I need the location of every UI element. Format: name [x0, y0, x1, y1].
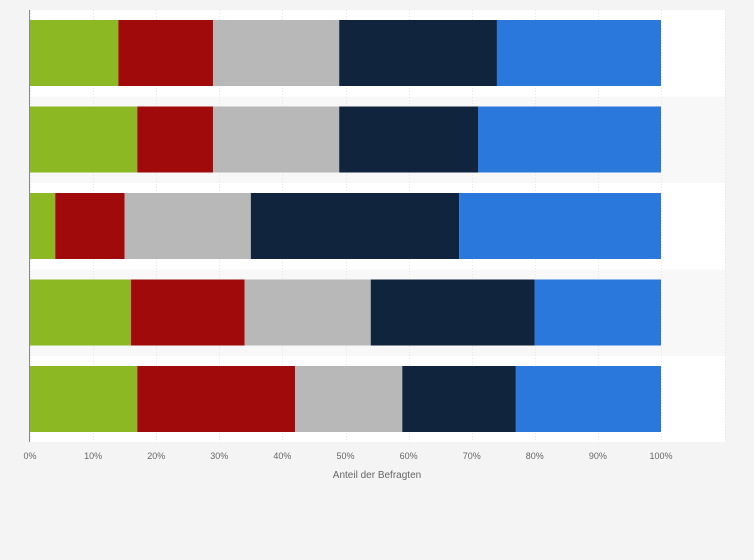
- x-tick-label: 50%: [336, 451, 354, 461]
- bar-segment-row3-series5: [459, 193, 661, 259]
- bar-segment-row4-series2: [130, 279, 245, 346]
- bar-segment-row3-series4: [250, 193, 460, 259]
- bar-segment-row5-series2: [137, 366, 296, 432]
- x-tick-labels: 0% 10% 20% 30% 40% 50% 60% 70% 80% 90% 100%: [23, 451, 672, 461]
- bar-segment-row5-series4: [402, 366, 516, 432]
- bar-segment-row5-series5: [515, 366, 661, 432]
- x-tick-label: 100%: [649, 451, 672, 461]
- x-tick-label: 0%: [23, 451, 36, 461]
- bar-segment-row3-series1: [30, 193, 56, 259]
- bar-segment-row3-series3: [124, 193, 251, 259]
- bar-segment-row2-series5: [478, 106, 661, 173]
- bar-segment-row4-series4: [370, 279, 535, 346]
- bar-segment-row1-series4: [339, 20, 497, 86]
- x-axis-title: Anteil der Befragten: [333, 470, 421, 481]
- bar-segment-row2-series4: [339, 106, 479, 173]
- bar-segment-row1-series1: [30, 20, 119, 86]
- bar-segment-row4-series1: [30, 279, 131, 346]
- bar-segment-row2-series2: [137, 106, 213, 173]
- x-tick-label: 30%: [210, 451, 228, 461]
- bar-segment-row2-series3: [212, 106, 340, 173]
- bar-segment-row4-series3: [244, 279, 371, 346]
- bar-segment-row1-series3: [212, 20, 340, 86]
- x-tick-label: 60%: [400, 451, 418, 461]
- x-tick-label: 70%: [463, 451, 481, 461]
- bars: [30, 20, 661, 432]
- bar-segment-row3-series2: [55, 193, 125, 259]
- x-tick-label: 20%: [147, 451, 165, 461]
- bar-segment-row2-series1: [30, 106, 138, 173]
- bar-segment-row1-series5: [496, 20, 661, 86]
- bar-segment-row1-series2: [118, 20, 213, 86]
- bar-segment-row4-series5: [534, 279, 661, 346]
- x-tick-label: 10%: [84, 451, 102, 461]
- bar-segment-row5-series3: [295, 366, 403, 432]
- bar-segment-row5-series1: [30, 366, 138, 432]
- x-tick-label: 80%: [526, 451, 544, 461]
- x-tick-label: 90%: [589, 451, 607, 461]
- x-tick-label: 40%: [273, 451, 291, 461]
